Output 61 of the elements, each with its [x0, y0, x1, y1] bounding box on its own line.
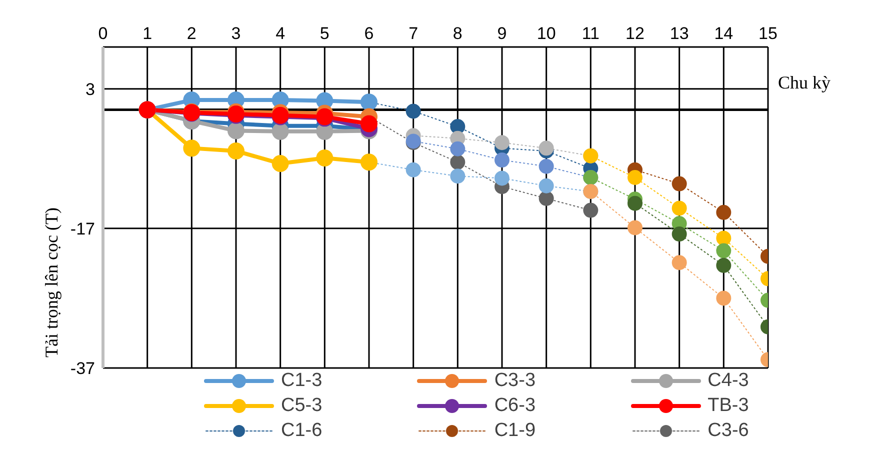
x-tick-label: 1 [142, 24, 152, 43]
y-tick-label: -37 [70, 359, 95, 378]
legend-label: C4-3 [708, 370, 749, 392]
x-tick-label: 12 [626, 24, 644, 43]
point [583, 202, 598, 218]
legend-label: C5-3 [281, 394, 322, 416]
point [716, 204, 732, 220]
point [538, 158, 554, 174]
point [672, 226, 687, 242]
point [494, 135, 510, 150]
x-tick-label: 2 [186, 24, 196, 43]
point [450, 141, 466, 156]
point [672, 200, 687, 216]
x-tick-label: 14 [714, 24, 734, 43]
x-tick-label: 9 [497, 24, 507, 43]
point [672, 255, 687, 270]
point [716, 258, 732, 273]
point [360, 115, 378, 132]
x-tick-label: 6 [364, 24, 374, 43]
point [183, 140, 200, 157]
x-tick-label: 8 [452, 24, 462, 43]
point [494, 170, 510, 186]
y-axis-title: Tải trọng lên cọc (T) [41, 208, 62, 358]
point [716, 243, 732, 258]
y-tick-label: 3 [86, 80, 95, 99]
x-tick-label: 11 [582, 24, 600, 43]
x-tick-label: 0 [98, 24, 108, 43]
x-tick-label: 5 [320, 24, 330, 43]
x-tick-label: 13 [670, 24, 689, 43]
point [628, 196, 642, 211]
x-tick-label: 7 [408, 24, 418, 43]
point [494, 152, 510, 168]
x-tick-label: 15 [758, 24, 778, 43]
point [272, 155, 289, 172]
x-tick-label: 4 [276, 24, 286, 43]
legend-label: C1-9 [494, 420, 536, 442]
legend-label: C3-3 [494, 370, 536, 392]
point [228, 142, 244, 160]
point [628, 220, 642, 236]
point [672, 176, 687, 192]
point [228, 122, 244, 140]
legend-label: C1-6 [281, 420, 322, 442]
point [406, 104, 421, 119]
legend-label: C6-3 [494, 394, 536, 416]
point [272, 122, 289, 140]
legend-label: C1-3 [281, 370, 322, 392]
point [716, 290, 732, 306]
x-tick-label: 10 [536, 24, 556, 43]
point [538, 178, 554, 194]
point [316, 149, 334, 166]
point [406, 162, 421, 178]
point [450, 154, 466, 170]
legend-label: C3-6 [708, 420, 749, 442]
x-tick-label: 3 [231, 24, 241, 43]
y-tick-label: -17 [70, 219, 95, 238]
x-axis-title: Chu kỳ [778, 72, 831, 92]
point [628, 170, 642, 185]
point [450, 168, 466, 184]
legend-label: TB-3 [708, 394, 749, 416]
point [716, 230, 732, 246]
point [538, 190, 554, 206]
